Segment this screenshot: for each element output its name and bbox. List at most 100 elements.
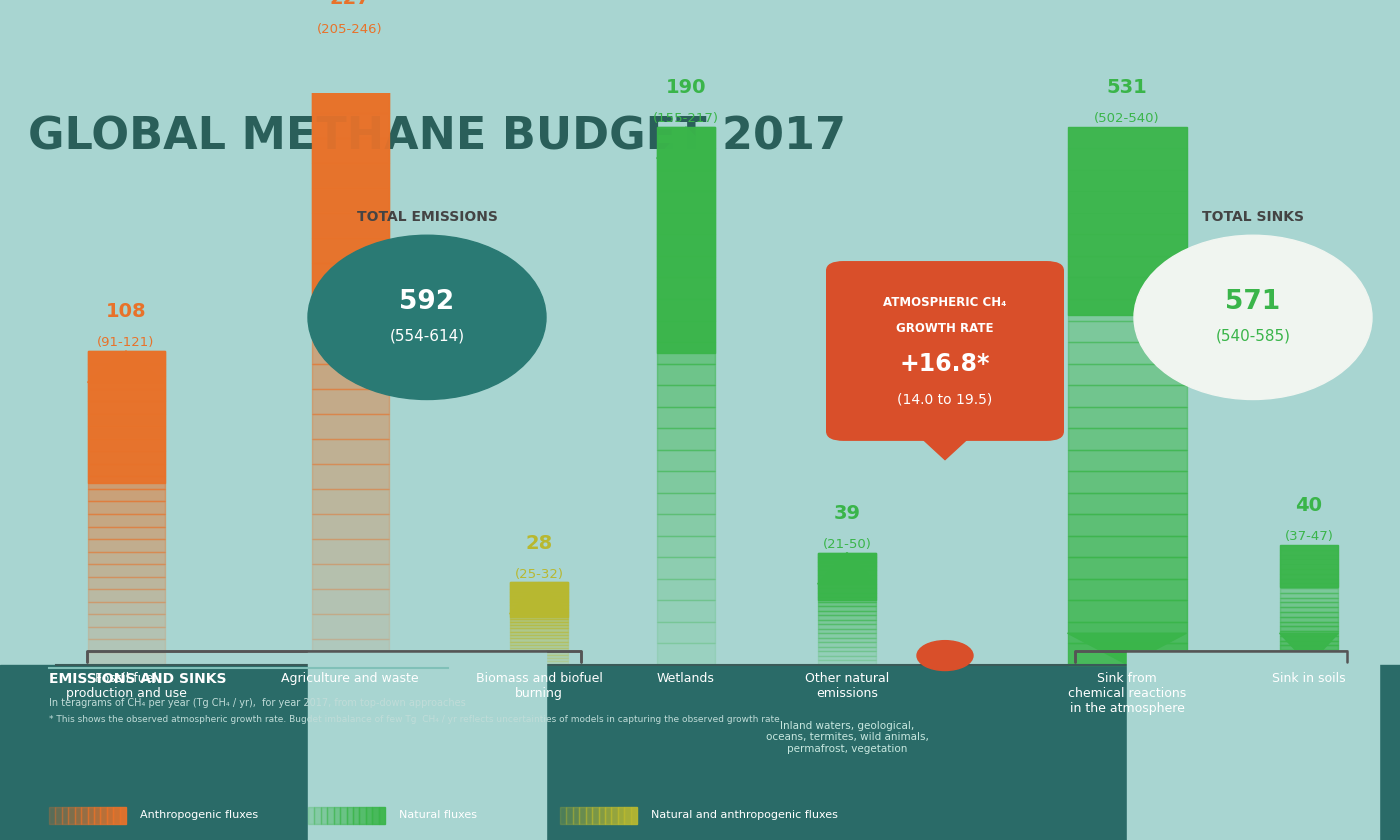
Text: (540-585): (540-585) [1215,328,1291,344]
Bar [81,807,87,823]
Bar [818,651,876,655]
Bar [49,807,56,823]
Bar [657,299,715,321]
Bar [311,639,389,664]
Bar [87,807,94,823]
Bar [1067,471,1187,492]
Bar [1067,192,1187,213]
Bar [87,464,165,476]
Bar [311,313,389,339]
Bar [311,288,389,313]
Bar [818,642,876,647]
Bar [311,163,389,188]
Bar [510,622,568,625]
Polygon shape [818,553,876,584]
Text: 531: 531 [1106,78,1148,97]
Bar [510,625,568,628]
Bar [1280,617,1338,622]
Bar [1280,641,1338,645]
Circle shape [917,641,973,670]
Bar [1067,127,1187,315]
Bar [321,807,328,823]
Bar [311,38,389,301]
Bar [657,557,715,579]
Bar [87,590,165,601]
Bar [87,577,165,590]
Bar [311,213,389,238]
Bar [1280,602,1338,607]
Bar [585,807,592,823]
Bar [365,807,372,823]
Bar [311,87,389,113]
Bar [510,582,568,585]
Bar [818,553,876,557]
Text: (25-32): (25-32) [515,553,563,580]
Bar [657,471,715,492]
Bar [1067,579,1187,600]
Bar [311,514,389,539]
Polygon shape [311,38,389,69]
Bar [657,277,715,299]
Bar [818,580,876,584]
Bar [657,256,715,277]
Bar [62,807,69,823]
Bar [818,638,876,642]
Bar [510,638,568,642]
Text: +16.8*: +16.8* [900,353,990,376]
Bar [311,464,389,489]
Text: 39: 39 [833,504,861,522]
Bar [87,364,165,376]
Bar [1280,650,1338,655]
Bar [510,585,568,589]
Bar [818,588,876,593]
Bar [360,807,365,823]
Bar [1067,170,1187,192]
Bar [1280,545,1338,587]
Bar [106,807,113,823]
Bar [87,413,165,426]
Bar [1280,655,1338,659]
Bar [74,807,81,823]
Bar [311,38,389,62]
Bar [87,402,165,413]
Text: GROWTH RATE: GROWTH RATE [896,322,994,335]
Bar [87,351,165,364]
Bar [87,639,165,652]
Bar [372,807,378,823]
Text: (37-47): (37-47) [1285,515,1333,543]
Bar [311,364,389,389]
Bar [818,557,876,561]
Bar [311,238,389,263]
Bar [657,149,715,170]
Text: Agriculture and waste: Agriculture and waste [281,672,419,685]
Bar [87,614,165,627]
Text: Biomass and biofuel
burning: Biomass and biofuel burning [476,672,602,700]
Bar [510,635,568,638]
Text: (155-217): (155-217) [652,97,720,125]
Bar [333,807,340,823]
Bar [1280,622,1338,627]
Text: * This shows the observed atmospheric growth rate. Bugdet imbalance of few Tg  C: * This shows the observed atmospheric gr… [49,716,783,724]
Bar [510,648,568,651]
Bar [818,655,876,660]
Bar [510,661,568,664]
Bar [87,376,165,389]
Bar [87,389,165,402]
Text: In teragrams of CH₄ per year (Tg CH₄ / yr),  for year 2017, from top-down approa: In teragrams of CH₄ per year (Tg CH₄ / y… [49,698,466,708]
Bar [87,351,165,483]
Text: Natural and anthropogenic fluxes: Natural and anthropogenic fluxes [651,811,837,821]
Bar [510,654,568,658]
Bar [510,632,568,635]
Bar [311,389,389,413]
Bar [1067,643,1187,664]
Bar [87,476,165,489]
Polygon shape [510,582,568,614]
Text: (502-540): (502-540) [1095,97,1159,125]
Bar [1067,385,1187,407]
Bar [510,589,568,592]
Bar [818,584,876,588]
Bar [592,807,599,823]
Bar [510,592,568,596]
Bar [818,601,876,606]
Bar [818,620,876,624]
